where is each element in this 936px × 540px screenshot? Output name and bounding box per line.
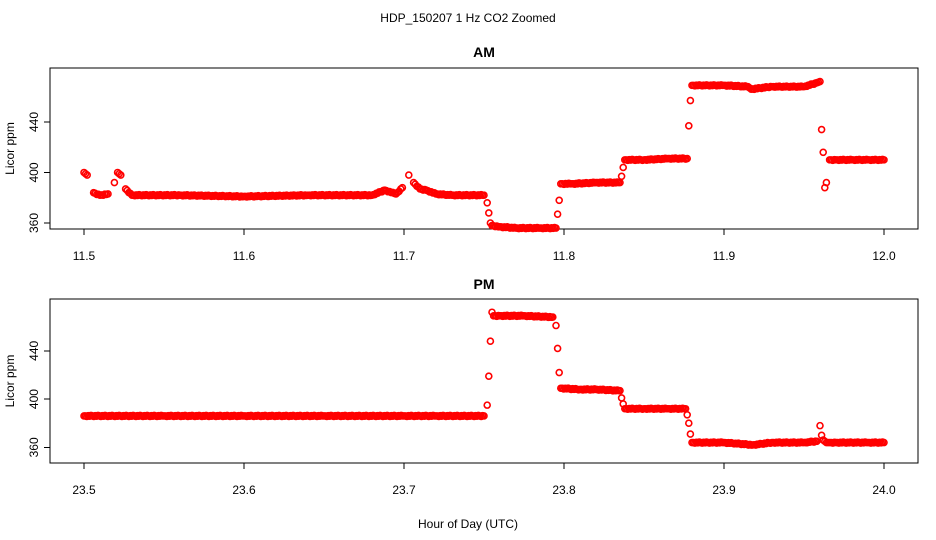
data-point (686, 96, 695, 105)
panel-am: AM Licor ppm 11.5 11.6 11.7 11.8 11.9 12.0 360 40… (3, 44, 919, 263)
data-point (617, 394, 626, 402)
data-point (555, 368, 564, 377)
data-point (484, 372, 493, 380)
x-tick-label: 24.0 (872, 483, 896, 497)
data-point (104, 190, 112, 198)
x-tick-label: 11.7 (393, 249, 416, 263)
panel-title: PM (474, 276, 495, 292)
data-point (683, 410, 692, 419)
x-tick-label: 11.5 (73, 249, 96, 263)
x-tick-label: 23.8 (552, 483, 576, 497)
data-point (398, 183, 407, 192)
data-point (684, 121, 693, 130)
data-point (548, 313, 557, 321)
data-point (816, 77, 824, 86)
data-point (484, 209, 493, 217)
data-point (404, 171, 413, 179)
x-tick-label: 11.8 (553, 249, 576, 263)
data-point (619, 163, 628, 172)
data-point (553, 210, 562, 218)
data-point (880, 156, 888, 164)
y-tick-label: 400 (27, 162, 41, 182)
data-point (880, 438, 888, 447)
y-tick-label: 360 (27, 437, 41, 457)
data-point (483, 401, 492, 409)
data-point (686, 430, 695, 438)
data-point (683, 154, 692, 163)
data-point (819, 148, 828, 157)
y-tick-label: 400 (27, 389, 41, 409)
x-tick-label: 11.9 (713, 249, 736, 263)
data-point (552, 224, 560, 232)
x-tick-label: 12.0 (872, 249, 896, 263)
x-tick-label: 23.9 (712, 483, 736, 497)
x-tick-label: 23.5 (72, 483, 96, 497)
data-point (552, 321, 560, 330)
data-point (684, 419, 693, 428)
figure-title: HDP_150207 1 Hz CO2 Zoomed (380, 11, 555, 25)
data-point (822, 178, 831, 187)
y-axis-label: Licor ppm (3, 122, 17, 175)
data-point (817, 125, 826, 134)
plot-frame (49, 67, 919, 230)
x-tick-label: 11.6 (233, 249, 256, 263)
y-axis-label: Licor ppm (3, 355, 17, 408)
panel-pm: PM Licor ppm 23.5 23.6 23.7 23.8 23.9 24.0 360 40… (3, 276, 919, 497)
data-point (483, 198, 492, 207)
data-point (480, 191, 488, 200)
x-axis-label: Hour of Day (UTC) (418, 517, 518, 531)
data-point (480, 412, 488, 420)
data-points (80, 308, 888, 449)
data-point (816, 421, 824, 430)
data-point (555, 196, 564, 205)
data-point (616, 386, 624, 395)
y-tick-label: 440 (27, 112, 41, 132)
data-point (486, 337, 495, 345)
plot-frame (49, 298, 919, 464)
y-tick-label: 440 (27, 341, 41, 361)
data-point (83, 171, 91, 179)
data-point (553, 344, 562, 353)
x-tick-label: 23.6 (232, 483, 256, 497)
x-tick-label: 23.7 (392, 483, 416, 497)
data-point (396, 185, 405, 193)
y-tick-label: 360 (27, 213, 41, 233)
panel-title: AM (473, 44, 495, 60)
data-point (110, 178, 119, 187)
data-points (80, 77, 888, 233)
data-point (117, 171, 125, 179)
data-point (617, 172, 626, 181)
